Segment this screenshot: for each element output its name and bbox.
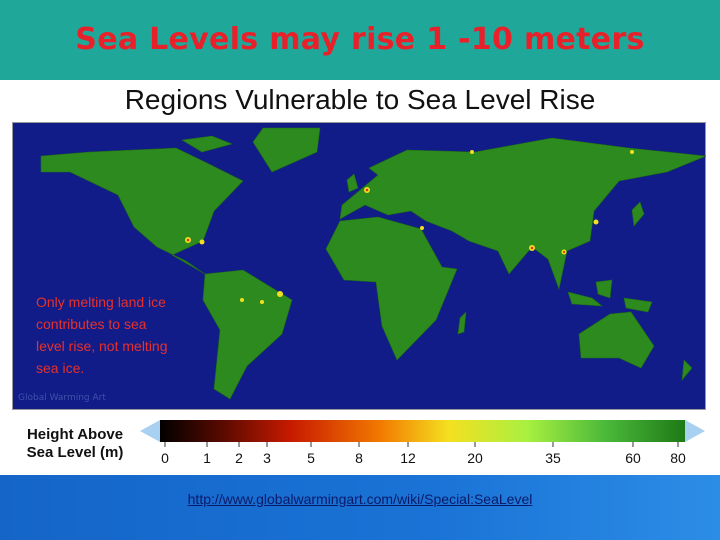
scale-label: 12 <box>400 450 416 466</box>
world-map <box>12 122 706 410</box>
land <box>40 127 706 400</box>
scale-label: 3 <box>263 450 271 466</box>
color-scale <box>160 420 685 442</box>
map-annotation: Only melting land ice contributes to sea… <box>36 294 168 376</box>
legend-title: Height Above Sea Level (m) <box>26 426 124 461</box>
header-band <box>0 0 720 80</box>
source-link[interactable]: http://www.globalwarmingart.com/wiki/Spe… <box>187 491 533 507</box>
scale-label: 5 <box>307 450 315 466</box>
scale-arrow-left <box>140 420 160 442</box>
scale-label: 0 <box>161 450 169 466</box>
color-legend: 0 1 2 3 5 8 12 20 35 60 80 <box>140 420 705 466</box>
scale-label: 80 <box>670 450 686 466</box>
footer-band <box>0 475 720 540</box>
scale-label: 8 <box>355 450 363 466</box>
scale-label: 20 <box>467 450 483 466</box>
scale-label: 35 <box>545 450 561 466</box>
scale-label: 2 <box>235 450 243 466</box>
map-heading: Regions Vulnerable to Sea Level Rise <box>124 84 596 115</box>
scale-arrow-right <box>685 420 705 442</box>
map-credit: Global Warming Art <box>18 393 106 403</box>
scale-label: 60 <box>625 450 641 466</box>
scale-label: 1 <box>203 450 211 466</box>
slide-title: Sea Levels may rise 1 -10 meters <box>75 22 645 57</box>
vulnerable-core <box>186 188 566 254</box>
